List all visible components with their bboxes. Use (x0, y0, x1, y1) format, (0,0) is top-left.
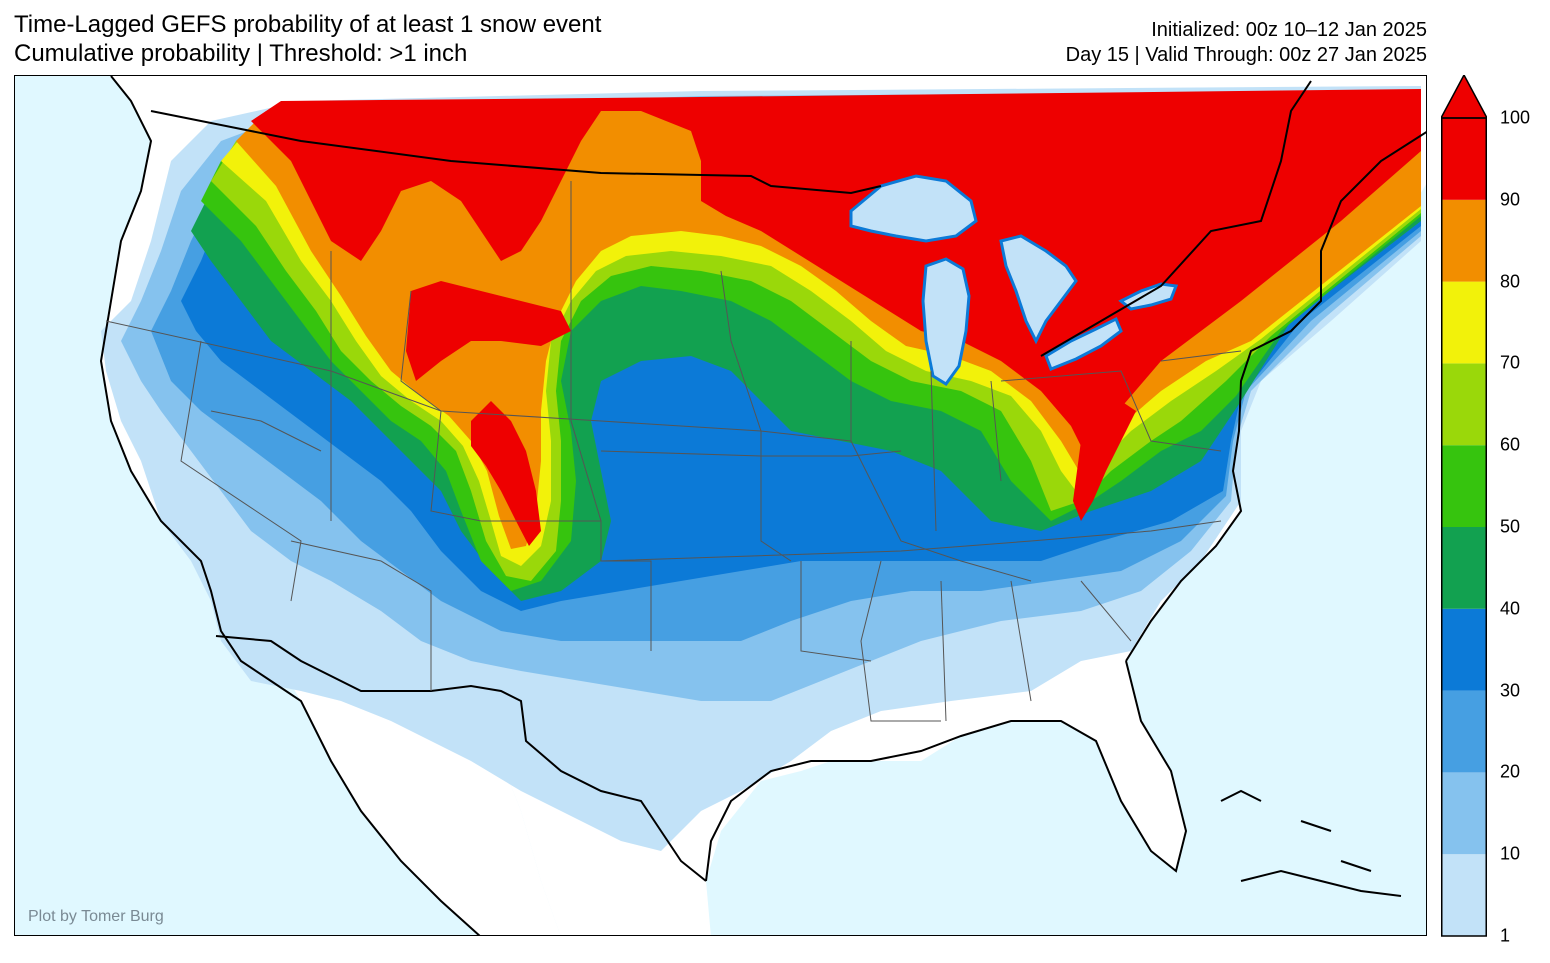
colorbar-level-60-70 (1441, 363, 1487, 446)
init-time: Initialized: 00z 10–12 Jan 2025 (1151, 19, 1427, 41)
lake-michigan (921, 257, 971, 387)
colorbar-tick-90: 90 (1500, 189, 1521, 210)
title-block: Time-Lagged GEFS probability of at least… (14, 10, 601, 68)
colorbar-level-80-90 (1441, 199, 1487, 282)
mexico-border (215, 635, 707, 882)
contour-90-100-rockies (471, 401, 541, 546)
colorbar-levels (1441, 118, 1487, 936)
canada-border (150, 110, 882, 195)
lake-superior (849, 174, 978, 243)
colorbar-tick-50: 50 (1500, 516, 1521, 537)
lake-huron (999, 234, 1078, 345)
colorbar-level-20-30 (1441, 690, 1487, 773)
colorbar-level-40-50 (1441, 527, 1487, 609)
map-panel (14, 75, 1427, 936)
colorbar-outline (1441, 117, 1487, 937)
colorbar-tick-70: 70 (1500, 352, 1521, 373)
colorbar-level-50-60 (1441, 445, 1487, 527)
canada-east-border (1040, 80, 1312, 357)
colorbar-level-30-40 (1441, 608, 1487, 691)
contour-90-100-appalachians (1073, 401, 1136, 521)
init-block: Initialized: 00z 10–12 Jan 2025 Day 15 |… (1066, 18, 1427, 68)
lake-erie (1044, 316, 1123, 371)
bahamas-coast (1220, 789, 1372, 872)
east-coast (1125, 131, 1426, 662)
mexico-land (271, 651, 561, 935)
colorbar-tick-80: 80 (1500, 271, 1521, 292)
colorbar-level-1-10 (1441, 854, 1487, 936)
plot-credit: Plot by Tomer Burg (28, 908, 164, 925)
probability-map (15, 76, 1426, 935)
colorbar-tick-40: 40 (1500, 598, 1521, 619)
colorbar-level-70-80 (1441, 281, 1487, 364)
colorbar-tick-10: 10 (1500, 843, 1521, 864)
colorbar-tick-60: 60 (1500, 434, 1521, 455)
map-title: Time-Lagged GEFS probability of at least… (14, 11, 602, 38)
state-lines (105, 181, 1242, 722)
gulf-coast (705, 660, 1188, 882)
colorbar-level-10-20 (1441, 772, 1487, 855)
cuba-coast (1240, 869, 1402, 897)
contour-90-100 (251, 89, 1421, 456)
colorbar-max-arrow (1441, 75, 1487, 119)
colorbar-level-90-100 (1441, 118, 1487, 200)
colorbar-tick-1: 1 (1500, 925, 1511, 946)
colorbar (1441, 75, 1487, 937)
lake-ontario (1118, 282, 1179, 311)
colorbar-tick-100: 100 (1500, 107, 1531, 128)
map-subtitle: Cumulative probability | Threshold: >1 i… (14, 40, 468, 67)
west-coast (99, 76, 481, 935)
colorbar-tick-30: 30 (1500, 680, 1521, 701)
contour-90-100-montana (406, 281, 571, 381)
colorbar-tick-20: 20 (1500, 761, 1521, 782)
valid-time: Day 15 | Valid Through: 00z 27 Jan 2025 (1065, 44, 1427, 66)
